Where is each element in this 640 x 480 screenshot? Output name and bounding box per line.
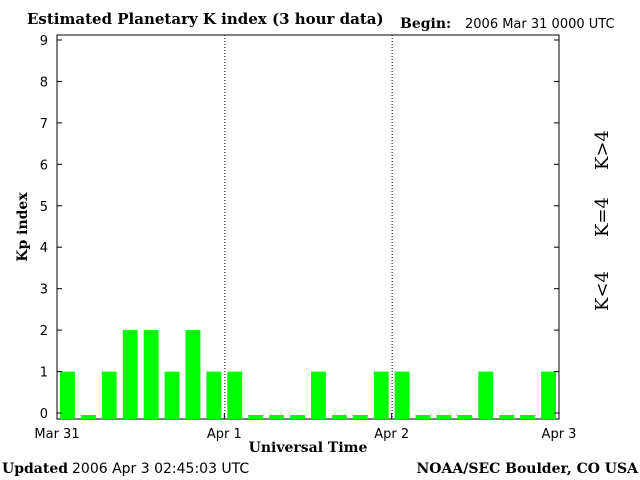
begin-label: Begin: [400, 16, 451, 32]
kp-bar [457, 415, 473, 419]
updated-value: 2006 Apr 3 02:45:03 UTC [72, 461, 249, 477]
y-tick-label: 5 [40, 200, 48, 215]
kp-bar [143, 330, 159, 419]
chart-title: Estimated Planetary K index (3 hour data… [27, 10, 384, 28]
kp-bar [331, 415, 347, 419]
x-tick-label: Apr 3 [542, 427, 577, 442]
x-tick-label: Mar 31 [34, 427, 79, 442]
y-tick-label: 9 [40, 34, 48, 49]
legend-low: K<4 [592, 271, 613, 311]
kp-bar [164, 371, 180, 419]
y-tick-label: 8 [40, 75, 48, 90]
kp-bar [436, 415, 452, 419]
x-axis-ticks: Mar 31 Apr 1 Apr 2 Apr 3 [34, 413, 576, 442]
kp-bar [122, 330, 138, 419]
y-tick-label: 1 [40, 366, 48, 381]
y-tick-label: 3 [40, 283, 48, 298]
kp-bar [290, 415, 305, 419]
x-tick-label: Apr 1 [207, 427, 242, 442]
kp-bar [269, 415, 285, 419]
plot-area [56, 34, 560, 420]
begin-value: 2006 Mar 31 0000 UTC [465, 17, 615, 32]
y-tick-label: 2 [40, 324, 48, 339]
kp-bar [311, 371, 326, 419]
kp-bar [352, 415, 368, 419]
kp-bar [227, 371, 243, 419]
kp-bar [499, 415, 515, 419]
kp-bar [373, 371, 389, 419]
kp-bar [80, 415, 96, 419]
kp-bar [415, 415, 431, 419]
updated-label: Updated [2, 461, 68, 477]
x-tick-label: Apr 2 [374, 427, 409, 442]
kp-bar [478, 371, 494, 419]
y-tick-label: 0 [40, 407, 48, 422]
y-axis-label: Kp index [15, 192, 31, 262]
kp-bar [206, 371, 222, 419]
kp-bar [101, 371, 117, 419]
legend-equal: K=4 [592, 197, 613, 237]
kp-bar [248, 415, 264, 419]
bars-group [60, 330, 556, 419]
kp-bar [185, 330, 201, 419]
y-tick-label: 4 [40, 241, 48, 256]
kp-bar [520, 415, 536, 419]
kp-bar [60, 371, 75, 419]
kp-bar [394, 371, 410, 419]
kp-bar [541, 371, 556, 419]
legend-high: K>4 [592, 130, 613, 170]
day-separators [224, 35, 393, 419]
source-credit: NOAA/SEC Boulder, CO USA [417, 461, 640, 477]
x-axis-label: Universal Time [249, 440, 368, 456]
y-tick-label: 6 [40, 158, 48, 173]
y-axis-ticks: 0 1 2 3 4 5 6 7 8 9 [40, 34, 559, 422]
y-tick-label: 7 [40, 117, 48, 132]
